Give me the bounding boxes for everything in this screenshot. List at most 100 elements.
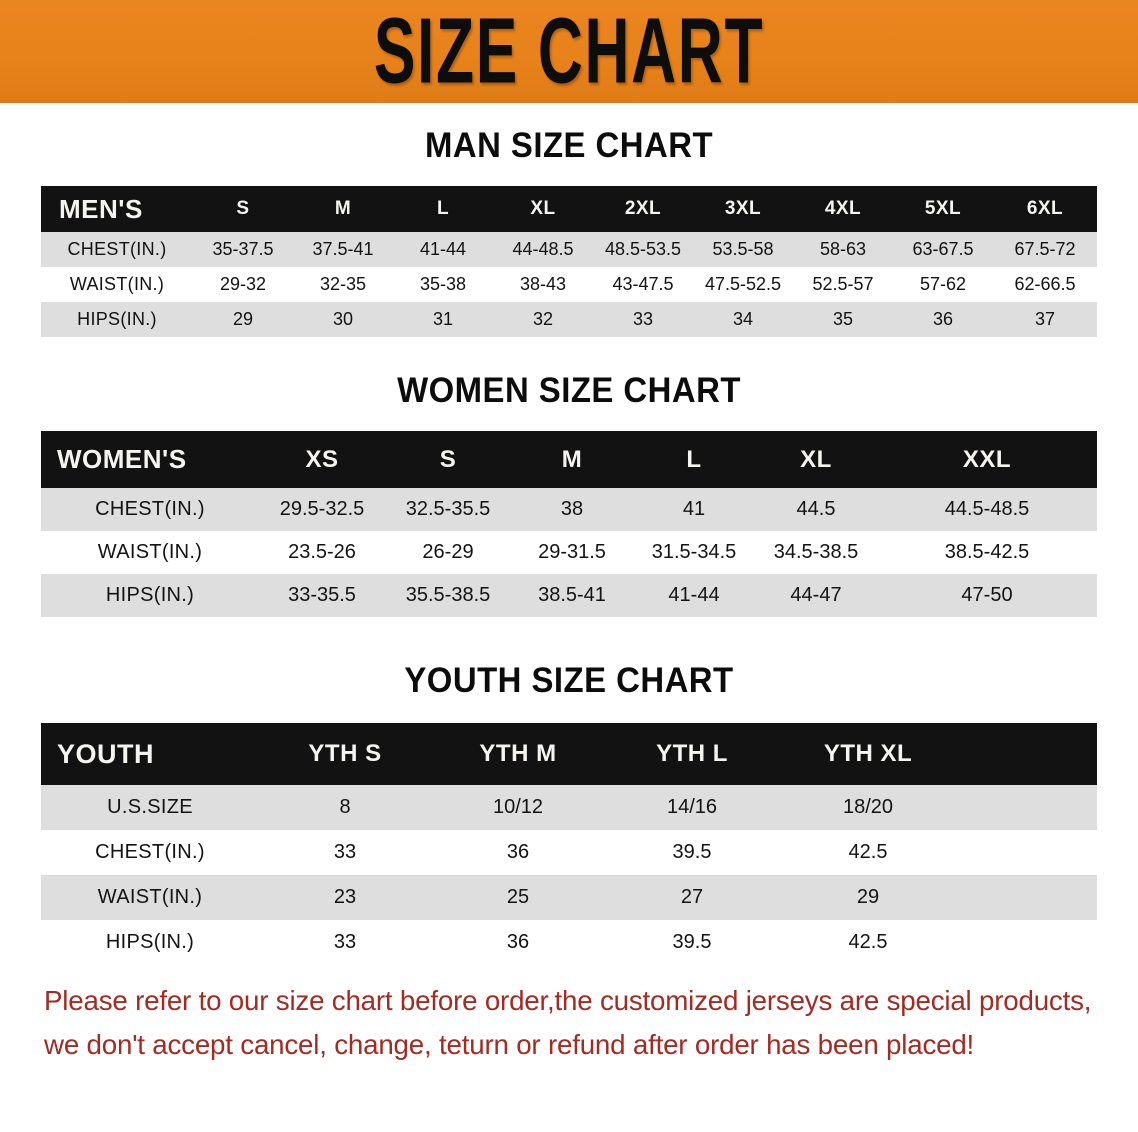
men-cell: 44-48.5 xyxy=(512,239,574,259)
youth-cell: 36 xyxy=(506,841,530,863)
men-col-header: 6XL xyxy=(1026,198,1064,219)
youth-cell: 23 xyxy=(333,886,357,908)
men-cell: 58-63 xyxy=(819,239,867,259)
men-col-header: L xyxy=(436,198,450,219)
youth-cell: 14/16 xyxy=(666,796,718,818)
table-row: HIPS(IN.) 33 36 39.5 42.5 xyxy=(41,920,1097,965)
youth-cell-empty xyxy=(957,875,1097,920)
men-col-header: 4XL xyxy=(824,198,862,219)
men-cell: 37.5-41 xyxy=(312,239,374,259)
women-col-header: S xyxy=(439,445,457,473)
women-cell: 38 xyxy=(560,498,584,520)
men-cell: 41-44 xyxy=(419,239,467,259)
women-cell: 44-47 xyxy=(790,584,842,606)
youth-cell: 25 xyxy=(506,886,530,908)
youth-col-header: YTH XL xyxy=(823,740,913,767)
women-col-header: XL xyxy=(800,445,832,473)
women-section-heading: WOMEN SIZE CHART xyxy=(397,371,741,410)
youth-cell: 27 xyxy=(680,886,704,908)
table-row: CHEST(IN.) 35-37.5 37.5-41 41-44 44-48.5… xyxy=(41,232,1097,267)
men-row-label: CHEST(IN.) xyxy=(67,239,167,259)
men-cell: 34 xyxy=(732,309,754,329)
table-row: CHEST(IN.) 33 36 39.5 42.5 xyxy=(41,830,1097,875)
women-header-row: WOMEN'S XS S M L XL XXL xyxy=(41,431,1097,488)
women-corner-label: WOMEN'S xyxy=(57,444,187,474)
youth-row-label: CHEST(IN.) xyxy=(95,841,205,863)
women-cell: 29-31.5 xyxy=(538,541,606,563)
women-row-label: WAIST(IN.) xyxy=(97,541,203,563)
table-row: WAIST(IN.) 23 25 27 29 xyxy=(41,875,1097,920)
men-col-header: XL xyxy=(530,198,556,219)
women-row-label: CHEST(IN.) xyxy=(95,498,205,520)
youth-section-heading: YOUTH SIZE CHART xyxy=(404,661,734,700)
women-table-wrap: WOMEN'S XS S M L XL XXL CHEST(IN.) 29.5-… xyxy=(0,431,1138,617)
men-cell: 30 xyxy=(332,309,354,329)
women-cell: 47-50 xyxy=(961,584,1013,606)
men-header-row: MEN'S S M L XL 2XL 3XL 4XL 5XL 6XL xyxy=(41,186,1097,232)
men-cell: 32-35 xyxy=(319,274,367,294)
women-cell: 29.5-32.5 xyxy=(279,498,365,520)
youth-corner-label: YOUTH xyxy=(57,738,154,769)
men-cell: 31 xyxy=(432,309,454,329)
youth-cell: 42.5 xyxy=(848,931,888,953)
table-row: U.S.SIZE 8 10/12 14/16 18/20 xyxy=(41,785,1097,830)
table-row: HIPS(IN.) 29 30 31 32 33 34 35 36 37 xyxy=(41,302,1097,337)
youth-cell: 10/12 xyxy=(492,796,544,818)
youth-row-label: U.S.SIZE xyxy=(107,796,193,818)
youth-col-header: YTH L xyxy=(656,740,728,767)
men-cell: 29 xyxy=(232,309,254,329)
men-col-header: S xyxy=(236,198,250,219)
men-cell: 35-37.5 xyxy=(212,239,274,259)
men-row-label: WAIST(IN.) xyxy=(69,274,165,294)
youth-cell: 36 xyxy=(506,931,530,953)
men-cell: 37 xyxy=(1034,309,1056,329)
women-cell: 41 xyxy=(682,498,706,520)
men-cell: 47.5-52.5 xyxy=(704,274,782,294)
men-col-header: M xyxy=(334,198,352,219)
men-cell: 67.5-72 xyxy=(1014,239,1076,259)
youth-cell: 18/20 xyxy=(842,796,894,818)
women-cell: 34.5-38.5 xyxy=(773,541,859,563)
men-cell: 63-67.5 xyxy=(912,239,974,259)
men-cell: 35-38 xyxy=(419,274,467,294)
youth-cell-empty xyxy=(957,830,1097,875)
youth-cell: 39.5 xyxy=(672,841,712,863)
youth-table-wrap: YOUTH YTH S YTH M YTH L YTH XL U.S.SIZE … xyxy=(0,723,1138,965)
men-table-wrap: MEN'S S M L XL 2XL 3XL 4XL 5XL 6XL CHEST… xyxy=(0,186,1138,337)
youth-cell: 39.5 xyxy=(672,931,712,953)
men-section-heading: MAN SIZE CHART xyxy=(424,126,714,165)
page-title: SIZE CHART xyxy=(373,0,765,103)
youth-cell: 8 xyxy=(339,796,351,818)
footer-line-2: we don't accept cancel, change, teturn o… xyxy=(44,1029,975,1060)
youth-col-header: YTH S xyxy=(308,740,382,767)
men-cell: 36 xyxy=(932,309,954,329)
youth-cell-empty xyxy=(957,785,1097,830)
men-cell: 29-32 xyxy=(219,274,267,294)
women-size-table: WOMEN'S XS S M L XL XXL CHEST(IN.) 29.5-… xyxy=(41,431,1097,617)
men-col-header: 5XL xyxy=(924,198,962,219)
youth-row-label: WAIST(IN.) xyxy=(97,886,203,908)
men-col-header: 2XL xyxy=(624,198,662,219)
page-banner: SIZE CHART xyxy=(0,0,1138,103)
women-cell: 32.5-35.5 xyxy=(405,498,491,520)
men-cell: 35 xyxy=(832,309,854,329)
youth-cell: 42.5 xyxy=(848,841,888,863)
men-size-table: MEN'S S M L XL 2XL 3XL 4XL 5XL 6XL CHEST… xyxy=(41,186,1097,337)
women-col-header: M xyxy=(561,445,583,473)
table-row: HIPS(IN.) 33-35.5 35.5-38.5 38.5-41 41-4… xyxy=(41,574,1097,617)
table-row: WAIST(IN.) 29-32 32-35 35-38 38-43 43-47… xyxy=(41,267,1097,302)
men-col-header: 3XL xyxy=(724,198,762,219)
women-col-header: XXL xyxy=(962,445,1012,473)
men-cell: 53.5-58 xyxy=(712,239,774,259)
youth-cell-empty xyxy=(957,920,1097,965)
men-cell: 32 xyxy=(532,309,554,329)
footer-disclaimer: Please refer to our size chart before or… xyxy=(0,979,1138,1067)
women-cell: 23.5-26 xyxy=(288,541,356,563)
women-cell: 31.5-34.5 xyxy=(651,541,737,563)
men-row-label: HIPS(IN.) xyxy=(77,309,157,329)
women-cell: 41-44 xyxy=(668,584,720,606)
youth-header-row: YOUTH YTH S YTH M YTH L YTH XL xyxy=(41,723,1097,785)
table-row: CHEST(IN.) 29.5-32.5 32.5-35.5 38 41 44.… xyxy=(41,488,1097,531)
women-cell: 33-35.5 xyxy=(288,584,356,606)
